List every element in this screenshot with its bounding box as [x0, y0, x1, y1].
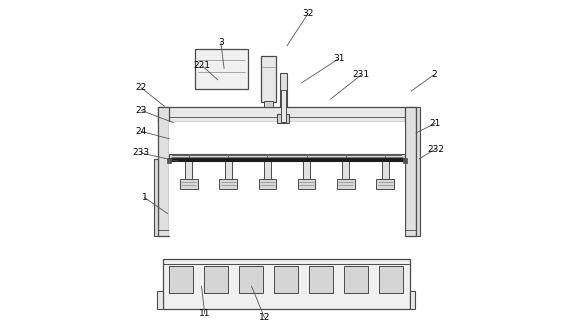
Bar [303, 161, 310, 179]
Bar [337, 179, 355, 189]
Bar [224, 161, 232, 179]
Bar [219, 179, 237, 189]
Bar [239, 266, 263, 293]
Bar [154, 159, 158, 236]
Bar [298, 179, 316, 189]
Text: 32: 32 [302, 9, 313, 18]
Text: 231: 231 [352, 70, 370, 79]
Bar [261, 55, 276, 102]
Bar [382, 161, 389, 179]
Bar [309, 266, 333, 293]
Bar [277, 114, 289, 123]
Text: 31: 31 [333, 54, 344, 63]
Bar [405, 107, 416, 236]
Bar [185, 161, 192, 179]
Text: 1: 1 [142, 193, 148, 202]
Bar [169, 266, 193, 293]
Bar [379, 266, 403, 293]
Bar [166, 158, 170, 163]
Bar [158, 107, 416, 122]
Bar [264, 161, 271, 179]
Text: 11: 11 [199, 309, 211, 318]
Bar [376, 179, 394, 189]
Text: 2: 2 [431, 70, 437, 79]
Text: 3: 3 [218, 38, 224, 47]
Bar [281, 90, 286, 122]
Bar [263, 101, 273, 107]
Bar [280, 73, 286, 107]
Bar [158, 107, 169, 236]
Bar [180, 179, 198, 189]
Bar [195, 49, 249, 89]
Bar [157, 291, 163, 309]
Text: 12: 12 [259, 313, 270, 322]
Bar [169, 122, 405, 236]
Bar [169, 154, 405, 161]
Bar [274, 266, 298, 293]
Bar [204, 266, 228, 293]
Text: 23: 23 [135, 106, 147, 115]
Text: 232: 232 [427, 145, 444, 154]
Text: 221: 221 [193, 61, 210, 70]
Bar [416, 107, 420, 236]
Bar [258, 179, 276, 189]
Text: 24: 24 [135, 127, 147, 136]
Bar [344, 266, 368, 293]
Bar [163, 259, 410, 309]
Bar [404, 158, 408, 163]
Text: 233: 233 [133, 148, 150, 157]
Bar [410, 291, 416, 309]
Text: 22: 22 [135, 83, 147, 92]
Text: 21: 21 [430, 119, 441, 128]
Bar [342, 161, 350, 179]
